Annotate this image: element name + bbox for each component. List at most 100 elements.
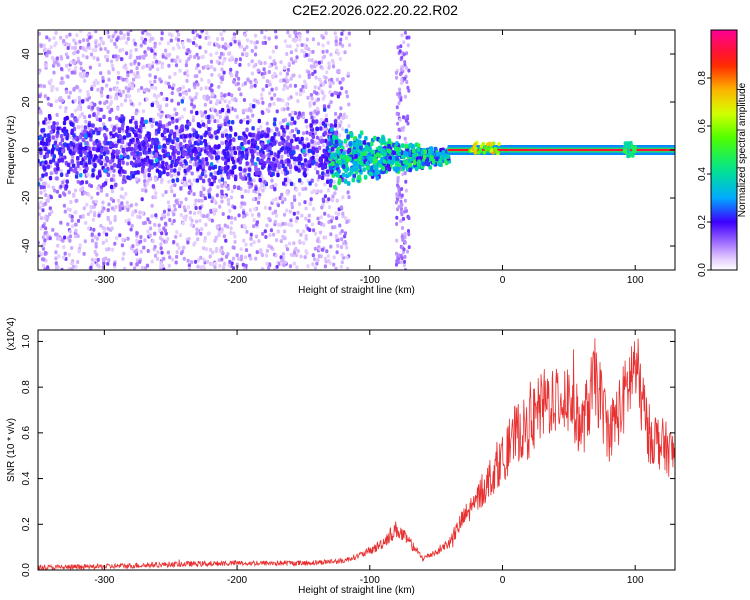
heatmap-noise-cell [345,245,349,250]
heatmap-transition-cell [337,180,341,185]
heatmap-streak-cell [398,91,402,96]
heatmap-band-cell [308,181,312,186]
heatmap-noise-cell [98,100,102,105]
heatmap-band-cell [228,146,232,151]
heatmap-transition-cell [395,141,399,146]
heatmap-noise-cell [189,222,193,227]
heatmap-noise-cell [121,237,125,242]
heatmap-band-cell [150,165,154,170]
chart-title: C2E2.2026.022.20.22.R02 [292,2,458,18]
heatmap-noise-cell [48,206,52,211]
heatmap-noise-cell [191,115,196,120]
heatmap-noise-cell [286,30,290,35]
heatmap-noise-cell [166,200,171,205]
heatmap-noise-cell [43,231,47,236]
heatmap-noise-cell [129,261,133,266]
heatmap-streak-cell [400,193,404,198]
heatmap-noise-cell [141,109,146,114]
heatmap-noise-cell [285,208,289,213]
heatmap-noise-cell [222,30,226,33]
heatmap-noise-cell [326,40,330,45]
heatmap-band-cell [273,186,277,192]
heatmap-noise-cell [55,121,59,126]
heatmap-transition-cell [400,143,405,148]
heatmap-transition-cell [343,138,348,144]
heatmap-band-cell [311,119,315,124]
heatmap-noise-cell [285,190,289,195]
heatmap-noise-cell [273,219,277,224]
heatmap-band-cell [137,144,141,149]
heatmap-noise-cell [215,246,219,251]
heatmap-noise-cell [218,55,222,60]
heatmap-noise-cell [217,258,221,263]
heatmap-noise-cell [206,64,210,69]
heatmap-noise-cell [202,96,206,101]
heatmap-band-cell [271,171,275,177]
heatmap-noise-cell [162,97,166,102]
heatmap-noise-cell [102,261,106,266]
heatmap-noise-cell [313,131,317,136]
heatmap-band-cell [312,159,316,165]
heatmap-noise-cell [285,52,289,56]
heatmap-streak-cell [398,87,402,92]
heatmap-band-cell [96,147,101,152]
heatmap-transition-cell [329,178,333,184]
heatmap-band-cell [325,157,329,162]
heatmap-transition-cell [413,152,417,158]
heatmap-noise-cell [122,195,126,200]
heatmap-noise-cell [192,211,197,216]
heatmap-band-cell [121,160,125,165]
heatmap-noise-cell [52,61,56,66]
heatmap-band-cell [92,141,96,146]
heatmap-band-cell [143,157,147,163]
heatmap-noise-cell [117,198,121,203]
heatmap-noise-cell [129,203,134,208]
heatmap-band-cell [64,184,69,189]
heatmap-noise-cell [153,231,157,236]
heatmap-band-cell [85,140,89,146]
heatmap-noise-cell [194,198,198,203]
heatmap-noise-cell [46,50,50,55]
heatmap-noise-cell [331,80,335,85]
heatmap-band-cell [154,158,159,163]
heatmap-band-cell [207,194,212,199]
heatmap-noise-cell [232,32,236,37]
heatmap-noise-cell [140,265,144,270]
heatmap-noise-cell [125,200,129,205]
heatmap-band-cell [109,184,114,190]
heatmap-noise-cell [193,259,198,264]
heatmap-transition-cell [407,151,412,157]
heatmap-noise-cell [107,77,111,82]
heatmap-band-cell [236,185,241,191]
heatmap-noise-cell [114,30,118,34]
heatmap-band-cell [46,164,51,170]
heatmap-noise-cell [327,197,331,202]
heatmap-band-cell [89,137,93,142]
heatmap-noise-cell [153,222,157,227]
heatmap-band-cell [81,137,86,143]
heatmap-noise-cell [127,83,131,88]
heatmap-noise-cell [263,35,267,40]
heatmap-band-cell [243,168,247,173]
heatmap-noise-cell [73,98,77,103]
heatmap-band-cell [114,143,118,148]
heatmap-noise-cell [106,208,110,213]
heatmap-noise-cell [172,113,176,118]
heatmap-noise-cell [252,224,256,229]
heatmap-band-cell [196,166,200,172]
heatmap-noise-cell [281,258,285,263]
heatmap-noise-cell [172,172,176,177]
heatmap-noise-cell [202,214,206,219]
heatmap-band-cell [290,138,294,144]
heatmap-noise-cell [50,209,54,214]
heatmap-noise-cell [171,257,175,262]
heatmap-transition-cell [331,161,335,166]
heatmap-noise-cell [274,35,278,40]
heatmap-noise-cell [321,143,325,148]
heatmap-noise-cell [179,200,183,205]
heatmap-noise-cell [192,162,196,167]
heatmap-noise-cell [244,263,248,268]
heatmap-noise-cell [179,251,184,256]
heatmap-noise-cell [324,113,328,118]
heatmap-noise-cell [212,179,216,184]
